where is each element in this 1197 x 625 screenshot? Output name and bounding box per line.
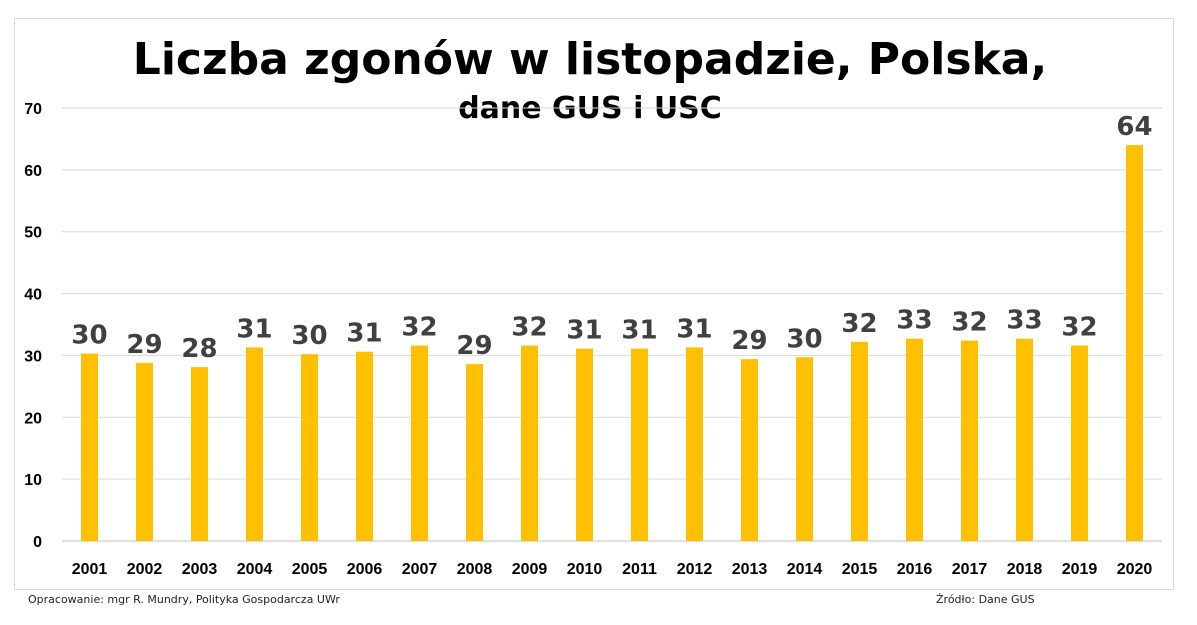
bar-2016 <box>906 338 923 541</box>
data-label-2004: 31 <box>236 314 272 344</box>
bar-2018 <box>1016 338 1033 541</box>
bar-2002 <box>136 362 153 541</box>
x-tick-label: 2004 <box>237 561 273 578</box>
bar-2009 <box>521 345 538 541</box>
y-tick-label: 30 <box>24 348 42 365</box>
bar-2004 <box>246 347 263 541</box>
chart-frame <box>14 18 1174 590</box>
x-tick-label: 2018 <box>1007 561 1043 578</box>
x-tick-label: 2020 <box>1117 561 1153 578</box>
data-label-2013: 29 <box>731 326 767 356</box>
bar-2017 <box>961 340 978 541</box>
chart-title: Liczba zgonów w listopadzie, Polska, <box>133 34 1047 85</box>
bar-2006 <box>356 351 373 541</box>
data-label-2006: 31 <box>346 319 382 349</box>
data-label-2011: 31 <box>621 316 657 346</box>
data-label-2012: 31 <box>676 314 712 344</box>
bar-2010 <box>576 348 593 541</box>
bar-2003 <box>191 367 208 541</box>
data-label-2015: 32 <box>841 309 877 339</box>
y-tick-label: 50 <box>24 225 42 242</box>
x-tick-label: 2017 <box>952 561 988 578</box>
y-tick-label: 20 <box>24 410 42 427</box>
bar-2011 <box>631 348 648 541</box>
x-tick-label: 2005 <box>292 561 328 578</box>
x-tick-label: 2007 <box>402 561 438 578</box>
x-tick-label: 2013 <box>732 561 768 578</box>
bar-2020 <box>1126 145 1143 541</box>
data-label-2005: 30 <box>291 321 327 351</box>
x-tick-label: 2011 <box>622 561 657 578</box>
bar-2007 <box>411 345 428 541</box>
bar-2008 <box>466 364 483 541</box>
x-tick-label: 2019 <box>1062 561 1098 578</box>
data-label-2003: 28 <box>181 334 217 364</box>
y-tick-label: 60 <box>24 163 42 180</box>
x-tick-label: 2009 <box>512 561 548 578</box>
bar-2013 <box>741 359 758 541</box>
data-label-2001: 30 <box>71 321 107 351</box>
x-tick-label: 2016 <box>897 561 933 578</box>
data-label-2016: 33 <box>896 306 932 336</box>
x-tick-label: 2003 <box>182 561 218 578</box>
x-tick-label: 2010 <box>567 561 603 578</box>
y-tick-label: 0 <box>33 534 42 551</box>
y-tick-label: 70 <box>24 101 42 118</box>
bar-2014 <box>796 357 813 541</box>
data-label-2014: 30 <box>786 324 822 354</box>
data-label-2019: 32 <box>1061 313 1097 343</box>
data-label-2010: 31 <box>566 316 602 346</box>
bar-2012 <box>686 347 703 541</box>
data-label-2020: 64 <box>1116 112 1152 142</box>
bar-2015 <box>851 341 868 541</box>
x-tick-label: 2015 <box>842 561 878 578</box>
x-tick-label: 2008 <box>457 561 493 578</box>
x-tick-label: 2014 <box>787 561 823 578</box>
data-label-2002: 29 <box>126 330 162 360</box>
data-label-2009: 32 <box>511 313 547 343</box>
x-tick-label: 2012 <box>677 561 713 578</box>
x-tick-label: 2002 <box>127 561 163 578</box>
x-tick-label: 2006 <box>347 561 383 578</box>
data-label-2007: 32 <box>401 313 437 343</box>
y-tick-label: 10 <box>24 472 42 489</box>
data-label-2008: 29 <box>456 331 492 361</box>
x-tick-label: 2001 <box>72 561 108 578</box>
bar-2019 <box>1071 345 1088 541</box>
bar-2005 <box>301 354 318 541</box>
data-label-2018: 33 <box>1006 306 1042 336</box>
bar-2001 <box>81 353 98 541</box>
footer-credit: Opracowanie: mgr R. Mundry, Polityka Gos… <box>28 593 340 606</box>
data-label-2017: 32 <box>951 308 987 338</box>
y-tick-label: 40 <box>24 287 42 304</box>
footer-source: Źródło: Dane GUS <box>936 593 1035 606</box>
